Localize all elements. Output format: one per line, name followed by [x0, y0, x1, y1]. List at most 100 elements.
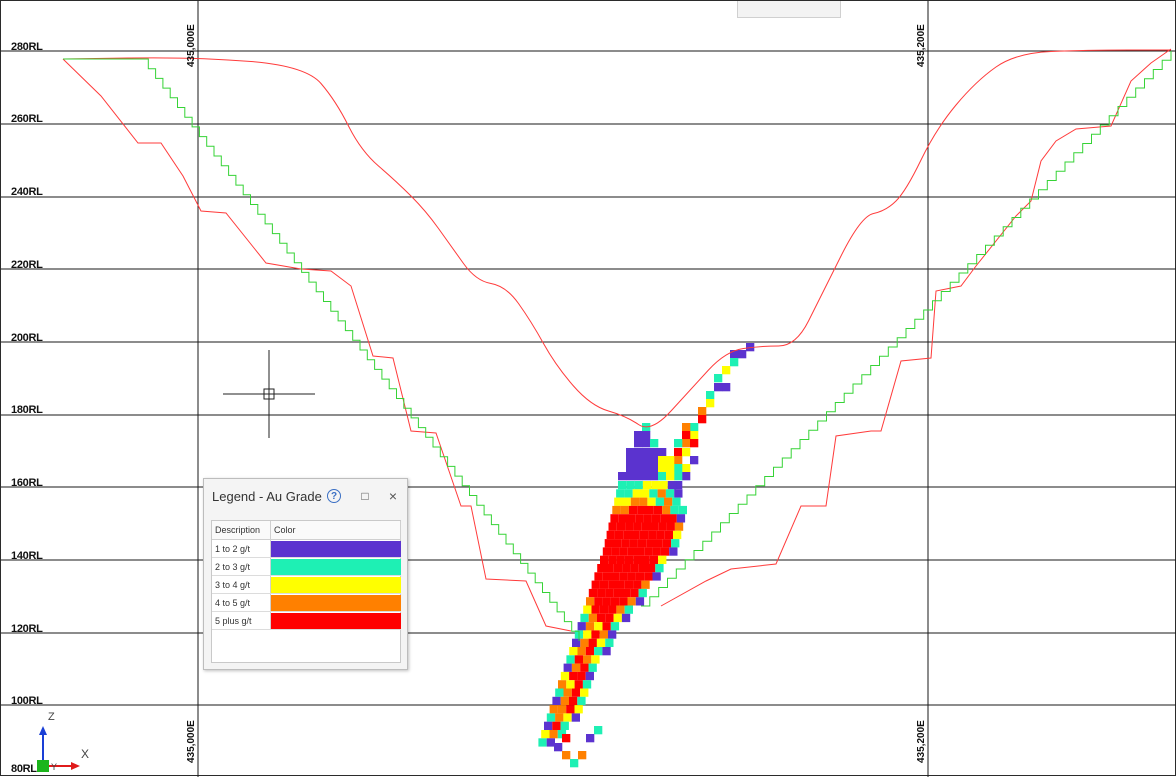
grade-block — [599, 580, 609, 589]
grade-block — [682, 439, 691, 448]
legend-color-swatch — [271, 576, 401, 593]
grade-block — [571, 713, 580, 722]
grade-block — [588, 663, 597, 672]
legend-row: 1 to 2 g/t — [212, 539, 401, 558]
grade-block — [646, 539, 655, 548]
grade-block — [674, 439, 683, 448]
grade-block — [644, 572, 653, 581]
grade-block — [698, 415, 707, 424]
grade-block — [706, 399, 715, 408]
design-outline-left — [141, 58, 580, 641]
pit-shell-outline-right — [660, 48, 1172, 607]
grade-block — [555, 713, 564, 722]
grade-block — [614, 530, 624, 540]
grade-block — [613, 564, 623, 573]
grade-block — [652, 547, 661, 556]
view-toolbar[interactable] — [737, 1, 841, 18]
grade-block — [625, 522, 634, 531]
grade-block — [549, 730, 558, 739]
grade-block — [574, 680, 583, 689]
grade-block — [690, 439, 699, 448]
grade-block — [560, 671, 570, 681]
grade-block — [674, 489, 683, 498]
grade-block — [591, 630, 600, 639]
column-header-color[interactable]: Color — [270, 521, 401, 540]
grade-block — [583, 605, 592, 614]
grade-block — [569, 671, 578, 681]
grade-block — [554, 743, 563, 752]
grade-block — [600, 555, 609, 564]
grade-block — [594, 622, 603, 631]
grade-block — [566, 655, 575, 664]
grade-block — [634, 431, 643, 440]
grade-block — [634, 481, 643, 490]
grade-block — [642, 481, 652, 490]
grade-block — [558, 680, 567, 689]
grade-block — [658, 464, 667, 473]
grade-block — [608, 522, 617, 531]
grade-block — [624, 555, 634, 564]
easting-label: 435,200E — [916, 24, 927, 67]
grade-block — [669, 547, 678, 556]
pit-outlines — [62, 48, 1172, 641]
grade-block — [642, 456, 651, 465]
grade-block — [627, 572, 636, 581]
grade-block — [596, 638, 606, 647]
legend-panel[interactable]: Legend - Au Grade ? □ × Description Colo… — [203, 478, 408, 670]
grade-block — [674, 464, 683, 473]
grade-block — [738, 350, 747, 359]
grade-block — [566, 680, 575, 689]
elevation-label: 260RL — [11, 113, 43, 125]
grade-block — [594, 597, 603, 606]
easting-label: 435,000E — [186, 24, 197, 67]
grade-block — [642, 448, 651, 457]
legend-table-container: Description Color 1 to 2 g/t 2 to 3 g/t 3 … — [211, 520, 401, 663]
grade-block — [577, 622, 586, 631]
maximize-button[interactable]: □ — [356, 487, 374, 505]
legend-color-swatch — [271, 612, 401, 629]
grade-block — [627, 547, 636, 556]
grade-block — [570, 759, 579, 768]
grade-block — [622, 564, 631, 573]
grade-block — [619, 572, 628, 581]
grade-block — [606, 530, 615, 540]
grade-block — [622, 588, 631, 598]
grade-block — [569, 647, 578, 656]
grade-block — [682, 431, 691, 440]
close-icon: × — [388, 488, 398, 504]
grade-block — [648, 530, 657, 540]
column-header-description[interactable]: Description — [212, 521, 271, 540]
grade-block — [666, 456, 675, 465]
grade-block — [645, 505, 654, 515]
grade-block — [627, 514, 636, 523]
close-button[interactable]: × — [384, 487, 402, 505]
grade-block — [621, 613, 631, 623]
grade-block — [634, 464, 643, 473]
grade-block — [666, 472, 675, 481]
grade-block — [594, 572, 603, 581]
grade-block — [582, 680, 592, 689]
help-button[interactable]: ? — [325, 487, 343, 505]
grade-block — [654, 539, 663, 548]
grade-block — [580, 613, 589, 623]
grade-block — [674, 448, 683, 457]
grade-block — [652, 572, 661, 581]
grade-block — [563, 688, 572, 697]
grade-block — [642, 464, 651, 473]
grade-block — [730, 358, 739, 367]
elevation-label: 220RL — [11, 259, 43, 271]
grade-block — [664, 530, 673, 540]
grade-block — [665, 489, 675, 498]
grade-block — [714, 383, 723, 392]
grade-block — [673, 530, 682, 540]
grade-block — [658, 472, 667, 481]
axis-z-label: Z — [48, 711, 55, 723]
grade-block — [698, 407, 707, 416]
grade-block — [633, 555, 642, 564]
legend-row: 2 to 3 g/t — [212, 557, 401, 576]
grade-block — [613, 613, 622, 623]
grade-block — [574, 705, 583, 714]
grade-block — [633, 580, 642, 589]
